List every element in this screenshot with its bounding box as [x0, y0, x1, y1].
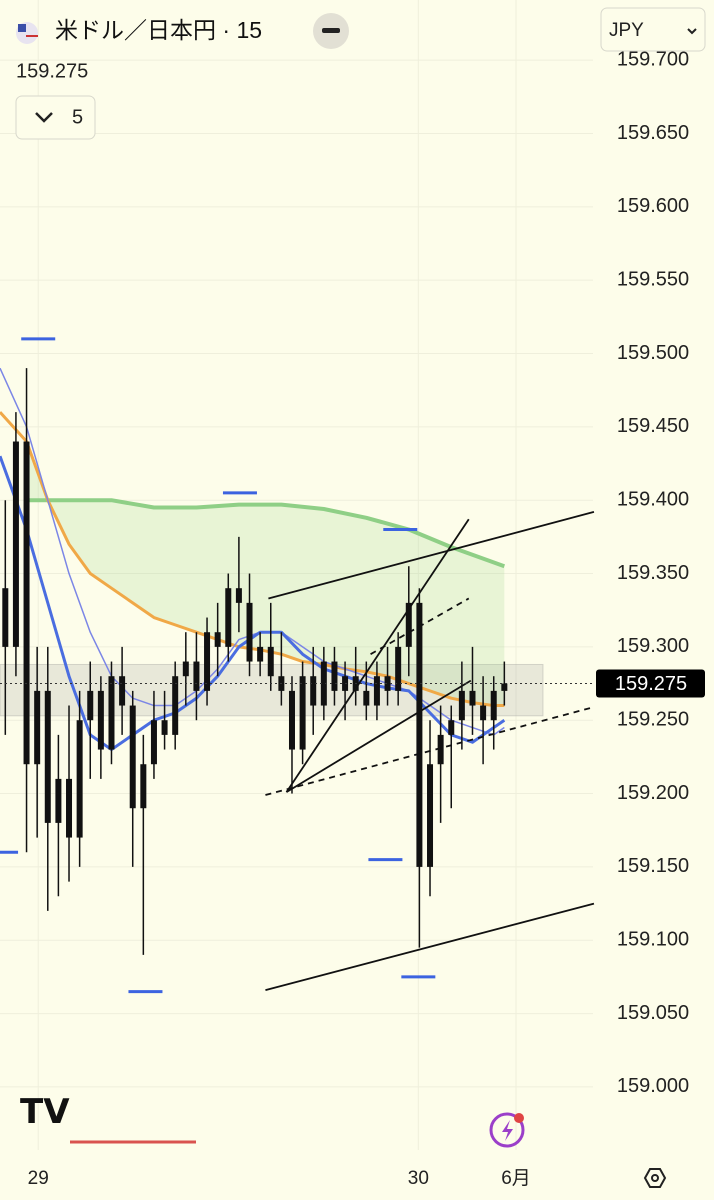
- y-tick-label: 159.700: [617, 48, 689, 70]
- candle-body: [97, 690, 104, 750]
- currency-label: JPY: [609, 20, 644, 41]
- currency-select[interactable]: [600, 7, 706, 52]
- logo: 𝗧𝗩: [20, 1093, 70, 1131]
- last-price-label: 159.275: [615, 673, 687, 695]
- candle-body: [55, 778, 62, 823]
- candle-body: [204, 632, 211, 691]
- x-tick-label: 29: [28, 1168, 49, 1189]
- candle-body: [490, 690, 497, 721]
- candle-body: [34, 690, 41, 765]
- candle-body: [44, 690, 51, 823]
- candle-body: [363, 690, 370, 706]
- y-tick-label: 159.200: [617, 782, 689, 804]
- candle-body: [458, 690, 465, 721]
- candle-body: [225, 588, 232, 647]
- candle-body: [395, 646, 402, 691]
- trend-line: [286, 679, 472, 793]
- x-tick-label: 30: [408, 1168, 429, 1189]
- trend-line: [265, 706, 595, 796]
- candle-body: [76, 720, 83, 838]
- header-price: 159.275: [16, 60, 88, 82]
- candle-body: [235, 588, 242, 603]
- candle-body: [310, 676, 317, 706]
- candle-body: [23, 441, 30, 765]
- chevron: [35, 112, 53, 123]
- candle-body: [246, 602, 253, 662]
- candle-body: [182, 661, 189, 677]
- candle-body: [320, 661, 327, 706]
- indicator-line: [26, 498, 506, 569]
- candle-body: [299, 676, 306, 750]
- y-tick-label: 159.300: [617, 635, 689, 657]
- candle-body: [373, 676, 380, 706]
- trend-line: [370, 597, 470, 655]
- lightning-button[interactable]: [489, 1112, 525, 1148]
- candle-body: [108, 676, 115, 750]
- x-tick-label: 6月: [501, 1168, 531, 1189]
- candle-body: [448, 720, 455, 735]
- candle-body: [267, 646, 274, 677]
- candle-body: [384, 676, 391, 691]
- candle-body: [161, 720, 168, 735]
- candle-body: [172, 676, 179, 735]
- candle-body: [140, 764, 147, 809]
- y-tick-label: 159.450: [617, 415, 689, 437]
- plot: [0, 0, 595, 1150]
- candle-body: [150, 720, 157, 765]
- candle-body: [2, 588, 9, 647]
- y-tick-label: 159.250: [617, 708, 689, 730]
- candle-body: [405, 602, 412, 647]
- notification-dot: [514, 1113, 524, 1123]
- candle-body: [119, 676, 126, 706]
- y-tick-label: 159.150: [617, 855, 689, 877]
- candle-body: [427, 764, 434, 867]
- settings-button[interactable]: [643, 1168, 667, 1188]
- y-tick-label: 159.350: [617, 562, 689, 584]
- y-tick-label: 159.100: [617, 929, 689, 951]
- candle-body: [257, 646, 264, 662]
- candle-body: [437, 734, 444, 765]
- candle-body: [12, 441, 19, 647]
- trend-line: [268, 511, 595, 600]
- y-tick-label: 159.550: [617, 268, 689, 290]
- trend-line: [285, 518, 470, 793]
- candle-body: [66, 778, 73, 838]
- y-tick-label: 159.050: [617, 1002, 689, 1024]
- candle-body: [480, 705, 487, 721]
- select-arrow: [687, 28, 697, 35]
- candle-body: [331, 661, 338, 691]
- candle-body: [193, 661, 200, 691]
- symbol-title: 米ドル／日本円 · 15: [55, 17, 262, 43]
- candle-body: [87, 690, 94, 721]
- indicator-toggle[interactable]: [15, 95, 96, 140]
- ui: 米ドル／日本円 · 15 159.275 5 JPY 𝗧𝗩: [15, 7, 706, 1188]
- y-tick-label: 159.600: [617, 195, 689, 217]
- flag-canton: [18, 24, 26, 32]
- trend-line: [265, 902, 595, 991]
- y-tick-label: 159.000: [617, 1075, 689, 1097]
- candle-body: [416, 602, 423, 867]
- y-tick-label: 159.650: [617, 122, 689, 144]
- candle-body: [214, 632, 221, 647]
- candle-body: [469, 690, 476, 706]
- y-tick-label: 159.500: [617, 342, 689, 364]
- minus-icon: [322, 28, 340, 33]
- candle-body: [501, 683, 508, 691]
- indicator-count: 5: [72, 106, 83, 128]
- lightning-icon: [502, 1120, 513, 1141]
- candle-body: [288, 690, 295, 750]
- settings-dot: [651, 1174, 659, 1182]
- last-price-badge: [596, 669, 705, 698]
- y-tick-label: 159.400: [617, 488, 689, 510]
- candle-body: [129, 705, 136, 809]
